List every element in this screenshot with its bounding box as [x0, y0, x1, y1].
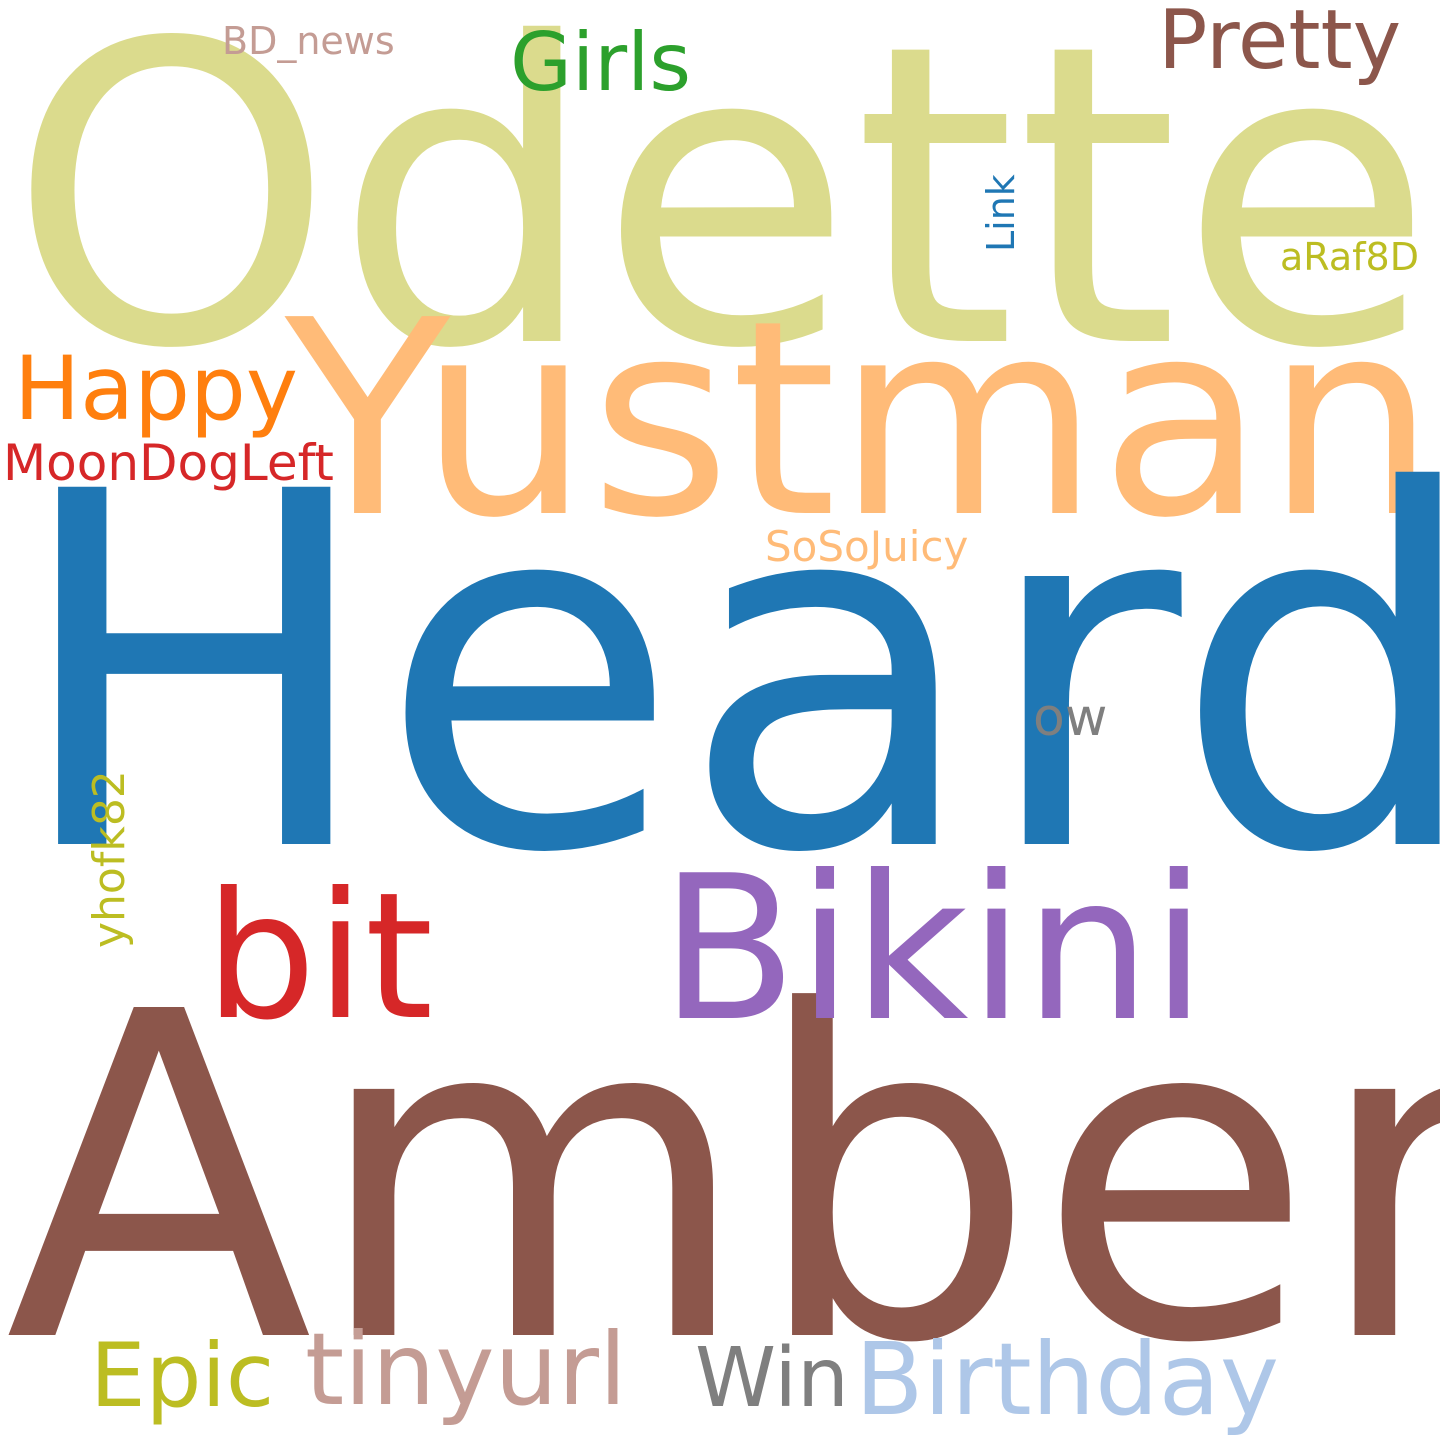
word-bit: bit: [205, 856, 434, 1059]
word-yustman: Yustman: [285, 262, 1437, 577]
word-tinyurl: tinyurl: [305, 1311, 627, 1428]
word-yhofk82: yhofk82: [84, 770, 135, 948]
word-bikini: Bikini: [660, 833, 1207, 1066]
word-heard: Heard: [10, 389, 1440, 960]
word-amber: Amber: [5, 918, 1440, 1440]
word-odette: Odette: [8, 0, 1435, 439]
word-link: Link: [979, 174, 1023, 252]
word-epic: Epic: [90, 1324, 275, 1427]
word-girls: Girls: [510, 16, 692, 109]
word-sosojuicy: SoSoJuicy: [765, 522, 969, 571]
word-moondogleft: MoonDogLeft: [3, 434, 334, 492]
word-araf8d: aRaf8D: [1280, 235, 1419, 279]
word-happy: Happy: [14, 337, 298, 440]
word-pretty: Pretty: [1158, 0, 1402, 88]
word-bd-news: BD_news: [222, 19, 395, 63]
word-birthday: Birthday: [855, 1321, 1280, 1438]
word-win: Win: [695, 1331, 850, 1426]
word-ow: ow: [1033, 688, 1108, 748]
